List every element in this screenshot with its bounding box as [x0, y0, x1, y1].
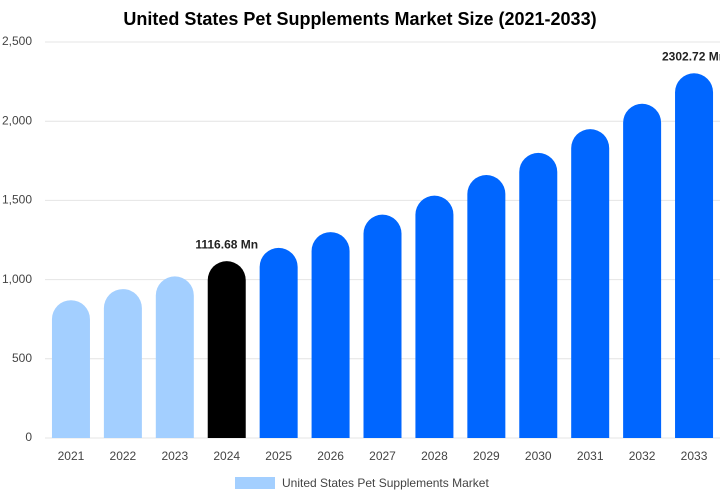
bar	[311, 232, 350, 438]
x-tick-label: 2027	[369, 449, 396, 463]
x-tick-label: 2029	[473, 449, 500, 463]
data-label: 1116.68 Mn	[195, 237, 258, 251]
data-label: 2302.72 Mn	[662, 49, 720, 63]
bar	[207, 261, 246, 438]
y-tick-label: 2,000	[2, 113, 32, 127]
bar	[467, 175, 506, 438]
x-tick-label: 2025	[265, 449, 292, 463]
x-tick-label: 2033	[681, 449, 708, 463]
x-tick-label: 2026	[317, 449, 344, 463]
y-tick-label: 1,000	[2, 272, 32, 286]
bar	[571, 129, 610, 438]
legend-swatch	[235, 477, 275, 489]
y-tick-label: 500	[12, 351, 32, 365]
bar	[623, 103, 662, 438]
bar	[519, 152, 558, 438]
x-tick-label: 2032	[629, 449, 656, 463]
y-tick-label: 1,500	[2, 193, 32, 207]
bar	[415, 195, 454, 438]
legend-label: United States Pet Supplements Market	[282, 476, 489, 490]
bar	[675, 73, 714, 439]
x-tick-label: 2031	[577, 449, 604, 463]
chart-title: United States Pet Supplements Market Siz…	[123, 9, 596, 29]
x-tick-label: 2028	[421, 449, 448, 463]
y-tick-label: 2,500	[2, 34, 32, 48]
y-tick-label: 0	[25, 430, 32, 444]
x-tick-label: 2030	[525, 449, 552, 463]
x-tick-label: 2021	[58, 449, 85, 463]
x-tick-label: 2022	[110, 449, 137, 463]
bar	[363, 214, 402, 438]
bar	[259, 247, 298, 438]
bar	[155, 276, 194, 438]
bar	[103, 289, 142, 438]
bar	[51, 300, 90, 438]
x-tick-label: 2023	[161, 449, 188, 463]
x-tick-label: 2024	[213, 449, 240, 463]
